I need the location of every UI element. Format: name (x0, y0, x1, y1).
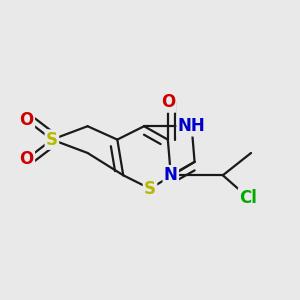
Text: N: N (164, 166, 178, 184)
Text: S: S (144, 180, 156, 198)
Text: O: O (20, 150, 34, 168)
Text: Cl: Cl (239, 189, 257, 207)
Text: O: O (161, 93, 175, 111)
Text: NH: NH (178, 117, 206, 135)
Text: O: O (20, 111, 34, 129)
Text: S: S (46, 130, 58, 148)
